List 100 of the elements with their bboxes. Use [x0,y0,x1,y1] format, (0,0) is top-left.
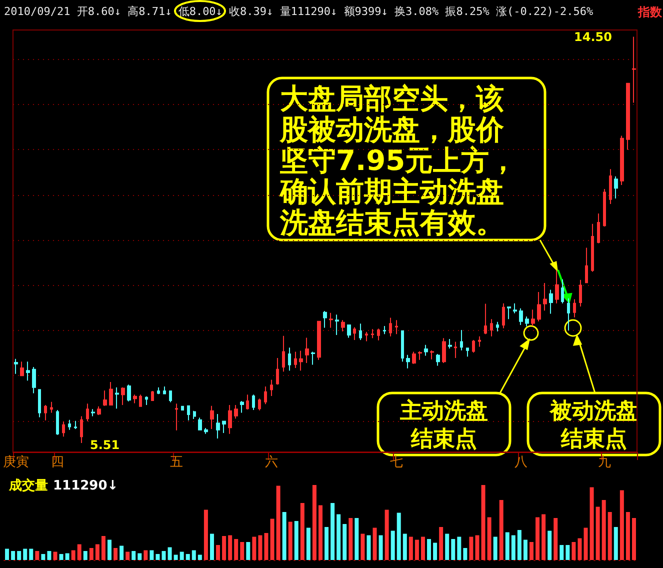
candlestick [389,317,392,337]
bar [150,550,154,560]
candlestick [454,341,457,359]
bar [180,552,184,560]
candlestick [187,405,190,421]
bar [65,553,70,560]
annotation: 14.50 [574,30,612,44]
candlestick [246,394,249,410]
bar [566,545,570,560]
candlestick [525,316,529,327]
bar [602,500,606,560]
candlestick [561,278,564,304]
candlestick [579,279,582,308]
candlestick [317,320,321,360]
candlestick [365,331,368,342]
bar [318,505,322,560]
bar [138,553,142,560]
x-tick-label: 六 [265,455,278,470]
candlestick [573,298,576,318]
bar [542,514,546,560]
candlestick [305,337,309,364]
bar [288,522,292,560]
bar [246,542,250,560]
candlestick [490,318,493,337]
bar [294,521,298,560]
bar [282,512,286,560]
candlestick [371,328,374,339]
candlestick [181,405,184,411]
bar [420,536,425,560]
candlestick [418,350,422,360]
bar [222,536,226,560]
candlestick [620,135,624,186]
candlestick [222,420,226,434]
candlestick [430,350,434,360]
candlestick [91,408,95,417]
candlestick [38,389,41,418]
candlestick [585,247,588,284]
bar [414,540,419,560]
bar [348,518,353,560]
candlestick [323,310,327,328]
bar [186,554,190,560]
candlestick [311,351,315,366]
candlestick [193,410,196,420]
bar [312,485,316,560]
bar [5,548,10,560]
bar [270,518,274,560]
candlestick [50,401,53,414]
candlestick [210,405,214,430]
bar [360,534,365,560]
bar [608,512,612,560]
bar [252,536,256,560]
bar [198,554,202,560]
candlestick [466,348,469,358]
candlestick [496,321,499,332]
bar [17,551,22,560]
candlestick [234,404,238,420]
candlestick [121,386,125,406]
bar [324,527,329,560]
candlestick [97,406,101,416]
candlestick [282,335,285,372]
candlestick [157,386,160,395]
bar [378,535,383,560]
candlestick [86,403,89,422]
candlestick [543,282,547,312]
candlestick [507,306,511,320]
candlestick [406,354,410,369]
candlestick [609,168,612,204]
bar [408,536,413,560]
candlestick [133,394,137,404]
candlestick [32,366,36,394]
candlestick [395,320,398,335]
bar [620,490,624,560]
bar [168,547,172,560]
bar [162,551,166,560]
bar [342,524,347,560]
candlestick [567,298,570,331]
bar [463,548,468,560]
bar [144,550,148,560]
bar [300,503,304,560]
bar [101,536,106,560]
bar [114,548,118,560]
candlestick [103,390,107,406]
bar [536,517,540,560]
bar [590,487,594,560]
bar [95,544,100,560]
bar [47,551,52,560]
candlestick [537,292,541,322]
candlestick [549,289,553,314]
x-tick-label: 五 [170,455,183,470]
candlestick [115,386,119,410]
candlestick [62,421,65,438]
bar [192,550,196,560]
bar [71,550,76,560]
candlestick [204,428,208,434]
annotation: 大盘局部空头，该股被动洗盘，股价坚守7.95元上方，确认前期主动洗盘洗盘结束点有效。 [279,82,518,239]
bar [475,535,480,560]
bar [433,542,438,560]
bar [596,506,600,560]
bar [59,554,64,560]
bar [626,512,630,560]
